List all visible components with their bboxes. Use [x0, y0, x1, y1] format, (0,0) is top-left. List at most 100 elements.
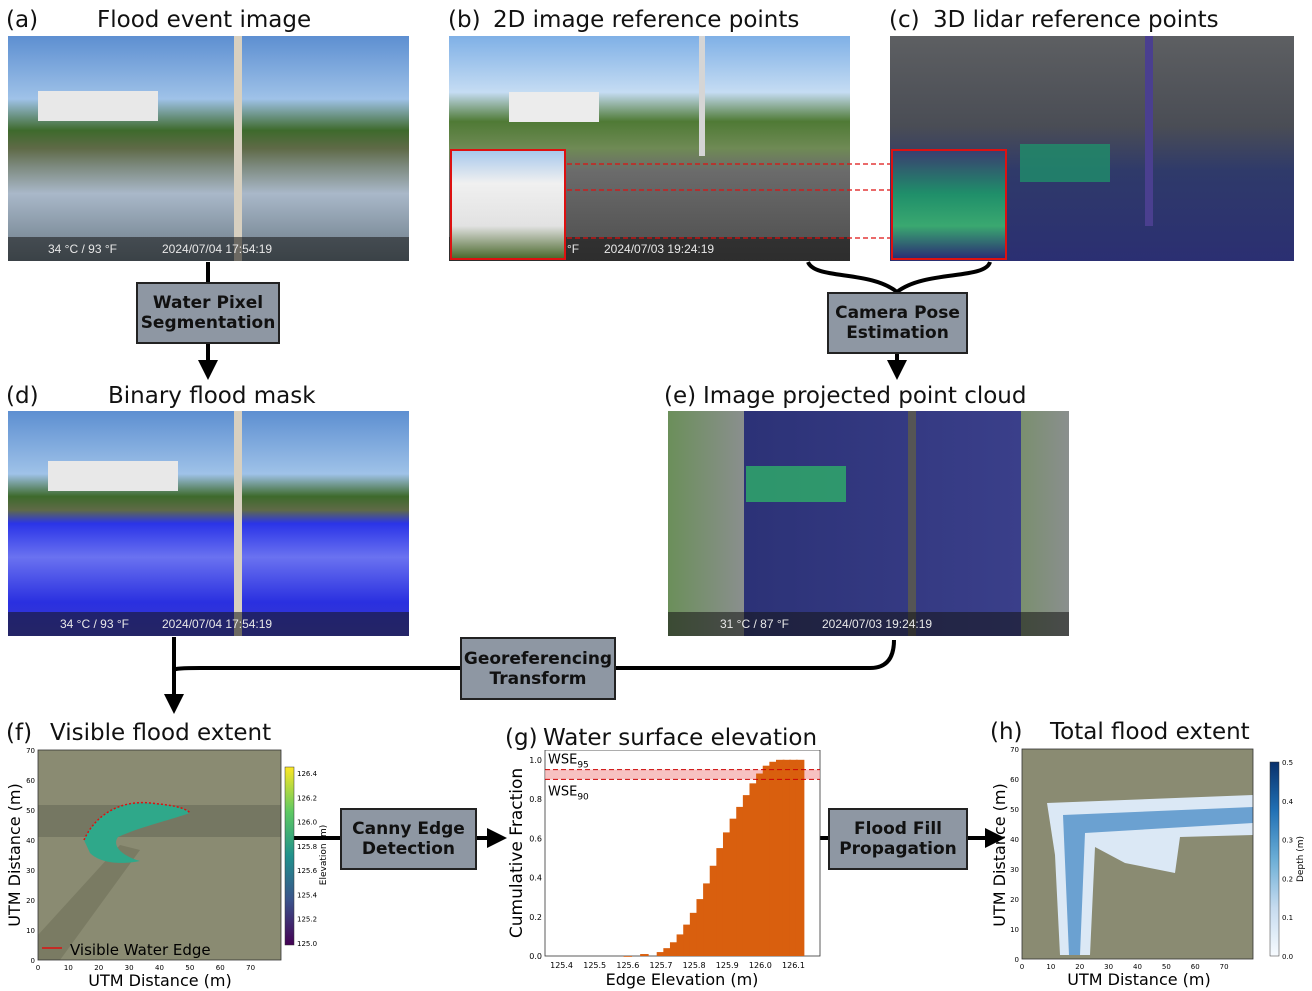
panel-c-title: 3D lidar reference points: [933, 7, 1219, 33]
y-tick-labels: 0 10 20 30 40 50 60 70: [1010, 746, 1019, 964]
colorbar-tick: 125.2: [297, 916, 317, 924]
y-tick-label: 20: [1010, 896, 1019, 904]
stamp-temp: 34 °C / 93 °F: [48, 242, 117, 256]
colorbar-tick-labels: 125.0 125.2 125.4 125.6 125.8 126.0 126.2 126.4: [297, 770, 318, 948]
x-tick-label: 125.4: [550, 961, 573, 970]
stamp-time: 2024/07/03 19:24:19: [822, 617, 933, 631]
y-tick-label: 70: [1010, 746, 1019, 754]
bar: [769, 761, 778, 956]
box-label: Georeferencing Transform: [463, 648, 613, 689]
x-tick-label: 50: [1162, 963, 1171, 971]
bar: [623, 956, 633, 957]
house-shape: [509, 92, 599, 122]
bar: [663, 948, 672, 956]
water-pixel-segmentation-box: Water Pixel Segmentation: [136, 282, 280, 344]
colorbar-tick: 0.4: [1282, 798, 1294, 806]
deep-water-channel: [1063, 807, 1253, 955]
stamp-temp: 34 °C / 93 °F: [60, 617, 129, 631]
y-tick-label: 20: [26, 897, 35, 905]
x-tick-label: 10: [64, 964, 73, 972]
colorbar-tick: 0.2: [1282, 875, 1293, 883]
bar: [775, 759, 785, 956]
x-tick-label: 125.9: [716, 961, 739, 970]
pole-shape: [908, 411, 916, 636]
x-tick-label: 20: [1075, 963, 1084, 971]
colorbar-tick: 0.5: [1282, 759, 1293, 767]
house-shape: [746, 466, 846, 502]
lidar-inset-image: [891, 149, 1007, 260]
bar: [749, 783, 758, 956]
colorbar-tick: 126.4: [297, 770, 318, 778]
y-tick-label: 30: [26, 867, 35, 875]
stamp-temp: °F: [567, 242, 580, 256]
colorbar-tick: 125.6: [297, 867, 318, 875]
georeferencing-transform-box: Georeferencing Transform: [460, 637, 616, 700]
camera-pose-estimation-box: Camera Pose Estimation: [827, 292, 968, 354]
map-frame: [37, 749, 282, 961]
panel-b-title: 2D image reference points: [493, 7, 800, 33]
y-tick-label: 0.8: [529, 795, 542, 804]
wse90-label: WSE90: [548, 784, 589, 802]
x-tick-labels: 0 10 20 30 40 50 60 70: [36, 964, 255, 972]
y-tick-label: 50: [26, 807, 35, 815]
y-tick-label: 40: [1010, 836, 1019, 844]
x-tick-label: 50: [185, 964, 194, 972]
x-tick-label: 10: [1046, 963, 1055, 971]
x-tick-label: 20: [94, 964, 103, 972]
stamp-time: 2024/07/04 17:54:19: [162, 242, 273, 256]
connector-b-pose: [806, 260, 899, 294]
flood-fill-propagation-box: Flood Fill Propagation: [828, 808, 968, 870]
binary-flood-mask-photo: 34 °C / 93 °F 2024/07/04 17:54:19: [8, 411, 409, 636]
colorbar-tick: 0.0: [1282, 953, 1293, 961]
y-tick-label: 10: [1010, 926, 1019, 934]
timestamp-bar: 34 °C / 93 °F 2024/07/04 17:54:19: [8, 237, 409, 261]
bar: [669, 942, 679, 956]
colorbar-tick: 125.8: [297, 843, 317, 851]
colorbar-tick: 0.3: [1282, 837, 1293, 845]
y-tick-label: 60: [26, 777, 35, 785]
x-tick-label: 40: [1133, 963, 1142, 971]
panel-g-title: Water surface elevation: [543, 725, 818, 751]
bar: [689, 912, 699, 956]
bar: [676, 934, 686, 956]
lidar-points-photo: [890, 36, 1294, 261]
pole-shape: [234, 411, 242, 636]
bar: [742, 795, 752, 956]
wse95-label: WSE95: [548, 753, 589, 771]
bar: [640, 954, 649, 956]
x-axis-label: UTM Distance (m): [1067, 970, 1211, 989]
reference-inset-image: [450, 149, 566, 260]
depth-colorbar: [1269, 761, 1280, 957]
y-axis-label: UTM Distance (m): [990, 783, 1009, 927]
box-label: Flood Fill Propagation: [839, 819, 957, 859]
y-tick-label: 30: [1010, 866, 1019, 874]
colorbar-tick: 0.1: [1282, 914, 1293, 922]
bar: [709, 865, 719, 956]
bar: [729, 818, 739, 956]
house-shape: [38, 91, 158, 121]
cumulative-bars: [623, 759, 805, 957]
colorbar-label: Depth (m): [1296, 836, 1306, 882]
x-tick-label: 125.8: [683, 961, 706, 970]
colorbar-tick: 126.0: [297, 819, 317, 827]
box-label: Camera Pose Estimation: [835, 303, 960, 343]
bar: [762, 765, 772, 956]
pole-shape: [1145, 36, 1153, 226]
x-tick-label: 125.5: [583, 961, 606, 970]
house-shape: [1020, 144, 1110, 182]
y-tick-label: 40: [26, 837, 35, 845]
colorbar-tick: 125.4: [297, 891, 318, 899]
elevation-colorbar: [284, 766, 295, 946]
stamp-time: 2024/07/03 19:24:19: [604, 242, 715, 256]
x-tick-label: 125.7: [650, 961, 673, 970]
colorbar-label: Elevation (m): [319, 825, 329, 885]
panel-a-letter: (a): [6, 7, 39, 33]
bar: [782, 759, 792, 956]
x-tick-label: 40: [155, 964, 164, 972]
x-tick-label: 0: [1020, 963, 1024, 971]
bar: [795, 759, 805, 956]
x-tick-label: 70: [1220, 963, 1229, 971]
legend-label: Visible Water Edge: [70, 941, 211, 959]
colorbar-tick: 125.0: [297, 940, 317, 948]
